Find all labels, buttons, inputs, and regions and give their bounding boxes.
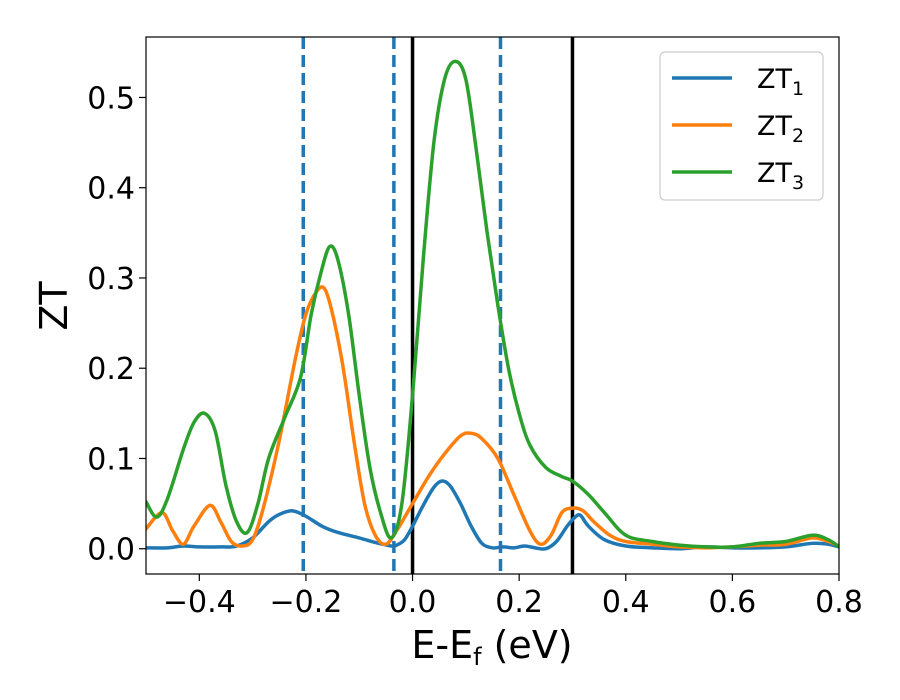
legend: ZT1 ZT2 ZT3 bbox=[659, 51, 824, 201]
x-tick-label: 0.4 bbox=[602, 585, 650, 620]
y-tick-label: 0.5 bbox=[87, 81, 135, 116]
series-line-zt2 bbox=[146, 285, 839, 550]
y-axis-ticks: 0.0 0.1 0.2 0.3 0.4 0.5 bbox=[87, 81, 146, 568]
x-axis-ticks: −0.4 −0.2 0.0 0.2 0.4 0.6 0.8 bbox=[163, 574, 863, 620]
series-layer bbox=[146, 59, 839, 551]
series-line-zt3 bbox=[146, 59, 839, 550]
y-tick-label: 0.3 bbox=[87, 262, 135, 297]
y-tick-label: 0.2 bbox=[87, 352, 135, 387]
legend-box bbox=[659, 51, 824, 201]
y-tick-label: 0.1 bbox=[87, 442, 135, 477]
x-tick-label: −0.2 bbox=[269, 585, 342, 620]
x-tick-label: 0.2 bbox=[495, 585, 543, 620]
x-tick-label: 0.0 bbox=[389, 585, 437, 620]
y-tick-label: 0.4 bbox=[87, 172, 135, 207]
y-tick-label: 0.0 bbox=[87, 533, 135, 568]
plot-frame bbox=[145, 36, 840, 575]
x-axis-label: E-Ef (eV) bbox=[411, 623, 572, 671]
x-tick-label: 0.8 bbox=[815, 585, 863, 620]
legend-label-zt2: ZT2 bbox=[757, 111, 804, 147]
legend-entries: ZT1 ZT2 ZT3 bbox=[672, 64, 804, 194]
y-axis-label: ZT bbox=[32, 281, 76, 331]
series-line-zt1 bbox=[146, 479, 839, 551]
legend-label-zt3: ZT3 bbox=[757, 158, 804, 194]
reference-lines bbox=[301, 37, 575, 574]
legend-label-zt1: ZT1 bbox=[757, 64, 804, 100]
x-tick-label: −0.4 bbox=[163, 585, 236, 620]
x-tick-label: 0.6 bbox=[709, 585, 757, 620]
